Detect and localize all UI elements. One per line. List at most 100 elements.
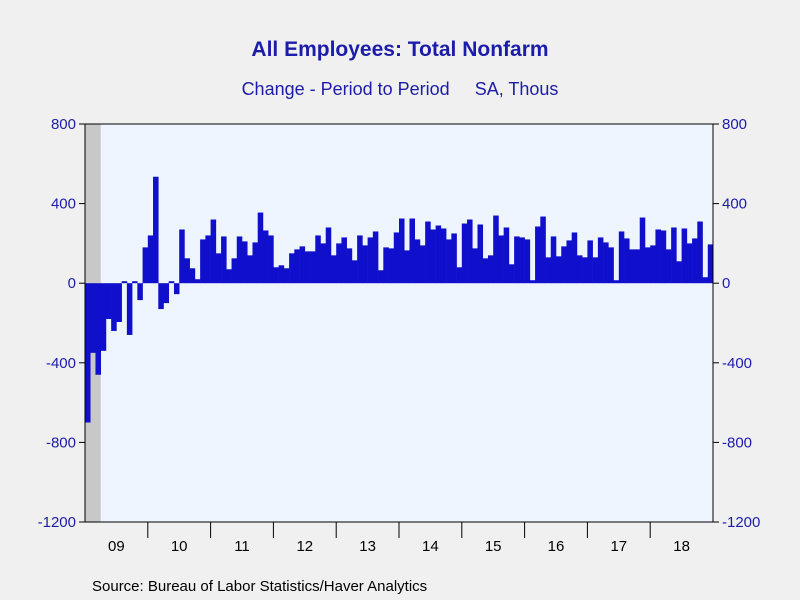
bar xyxy=(315,235,321,284)
bar xyxy=(456,267,463,284)
bar xyxy=(650,245,656,284)
chart-source: Source: Bureau of Labor Statistics/Haver… xyxy=(92,578,428,595)
bar xyxy=(414,239,421,284)
bar xyxy=(262,230,269,284)
bar xyxy=(566,240,572,284)
bar xyxy=(613,280,620,284)
bar xyxy=(168,281,175,284)
bar xyxy=(660,230,667,284)
bar xyxy=(634,249,641,284)
bar xyxy=(524,239,531,284)
bar xyxy=(257,212,264,284)
bar xyxy=(545,257,552,284)
bar xyxy=(252,242,258,284)
bar xyxy=(320,243,327,284)
y-tick-label-left: -800 xyxy=(46,434,76,451)
bar xyxy=(147,235,154,284)
bar xyxy=(289,253,295,284)
bar xyxy=(283,268,290,284)
bar xyxy=(493,215,499,284)
bar xyxy=(142,247,149,284)
bar xyxy=(95,283,101,375)
bar xyxy=(383,247,389,284)
x-tick-label: 11 xyxy=(234,538,250,555)
bar xyxy=(236,236,243,284)
bar xyxy=(210,219,217,284)
bar xyxy=(299,246,306,284)
bar xyxy=(461,223,468,284)
bar xyxy=(278,265,285,284)
plot-area-frame xyxy=(84,123,714,523)
bar xyxy=(231,258,238,284)
x-tick-label: 13 xyxy=(359,538,376,555)
bar xyxy=(90,283,96,353)
bar xyxy=(367,237,374,284)
bar xyxy=(189,268,196,284)
bar xyxy=(608,247,614,284)
bar xyxy=(639,217,646,284)
bar xyxy=(153,176,159,284)
bar xyxy=(362,245,368,284)
bar xyxy=(644,247,651,284)
bar xyxy=(226,269,232,284)
bar xyxy=(535,226,541,284)
bar xyxy=(514,236,520,284)
y-tick-label-left: 400 xyxy=(51,196,76,213)
bar xyxy=(304,251,311,284)
y-tick-label-right: -1200 xyxy=(722,514,760,531)
bar xyxy=(194,279,201,284)
bar xyxy=(556,256,562,284)
tick-labels: 800 800 400 400 0 0 -400 -400 -800 -800 -1200 -1200… xyxy=(38,116,761,555)
bar-series xyxy=(85,176,714,423)
bar xyxy=(372,231,379,284)
bar xyxy=(446,239,452,284)
x-tick-label: 18 xyxy=(673,538,690,555)
bar xyxy=(393,232,400,284)
x-tick-label: 16 xyxy=(548,538,565,555)
bar xyxy=(399,218,405,284)
bar xyxy=(173,283,180,295)
x-tick-label: 15 xyxy=(485,538,502,555)
bar xyxy=(310,251,316,284)
bar xyxy=(116,283,122,322)
bar xyxy=(529,280,536,284)
bar xyxy=(561,246,567,284)
bar xyxy=(247,255,253,284)
bar xyxy=(404,250,410,284)
x-tick-label: 12 xyxy=(296,538,313,555)
bar xyxy=(132,281,138,284)
plot-area-background xyxy=(85,124,713,522)
bar xyxy=(467,219,473,284)
bar xyxy=(508,264,515,284)
bar xyxy=(215,253,222,284)
bar xyxy=(655,229,661,284)
bar xyxy=(477,224,484,284)
bar xyxy=(325,227,332,284)
bar xyxy=(629,249,635,284)
bar xyxy=(346,248,353,284)
bar xyxy=(341,237,347,284)
bar xyxy=(294,249,300,284)
bar xyxy=(571,232,578,284)
bar xyxy=(697,221,703,284)
bar xyxy=(200,239,206,284)
bar xyxy=(681,228,688,284)
bar xyxy=(205,235,211,284)
bar xyxy=(137,283,143,301)
bar xyxy=(273,267,279,284)
bar xyxy=(158,283,164,310)
bar xyxy=(519,237,525,284)
bar xyxy=(126,283,133,335)
y-tick-label-left: -1200 xyxy=(38,514,76,531)
y-tick-label-right: 0 xyxy=(722,275,730,292)
y-tick-label-left: -400 xyxy=(46,355,76,372)
bar xyxy=(498,235,504,284)
bar xyxy=(592,257,599,284)
bar xyxy=(425,221,431,284)
y-tick-label-right: 800 xyxy=(722,116,747,133)
bar xyxy=(430,229,436,284)
axis-ticks xyxy=(79,123,719,538)
bar xyxy=(540,216,546,284)
bar xyxy=(440,228,447,284)
